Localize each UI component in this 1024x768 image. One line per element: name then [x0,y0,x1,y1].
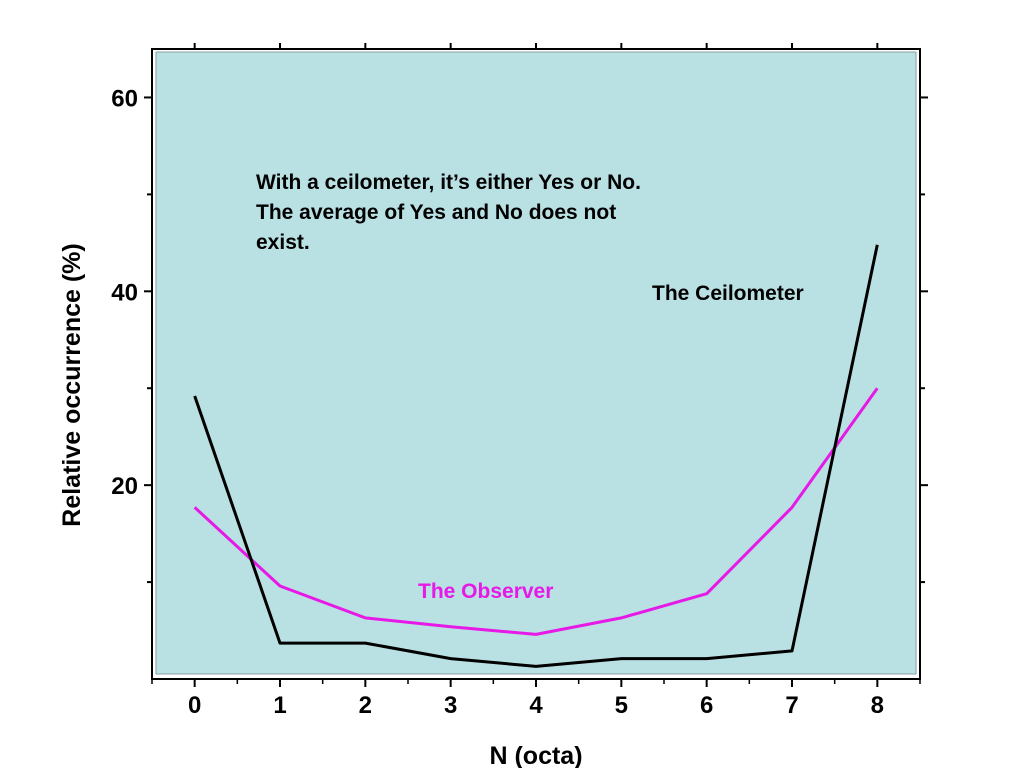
series-line-the-observer [193,387,879,636]
annotation-note-line-1: With a ceilometer, it’s either Yes or No… [256,171,641,194]
y-tick-label: 40 [111,279,138,306]
x-tick-label: 3 [444,692,457,719]
x-tick-label: 2 [359,692,372,719]
axis-ticks: 0 1 2 3 4 5 6 7 8 20 40 60 [111,43,928,719]
y-tick-label: 20 [111,473,138,500]
x-tick-label: 8 [871,692,884,719]
x-tick-label: 5 [615,692,628,719]
series-label-observer: The Observer [418,580,553,603]
annotation-note-line-2: The average of Yes and No does not [256,201,616,224]
series-line-the-ceilometer [193,244,879,668]
plot-background [155,51,917,675]
y-axis-title: Relative occurrence (%) [58,243,86,526]
x-tick-label: 0 [188,692,201,719]
series-label-ceilometer: The Ceilometer [652,282,804,305]
x-tick-label: 1 [273,692,286,719]
series-layer [193,244,879,668]
x-tick-label: 4 [529,692,543,719]
x-tick-label: 6 [700,692,713,719]
annotation-note-line-3: exist. [256,231,310,254]
x-axis-title: N (octa) [489,742,582,768]
y-tick-label: 60 [111,85,138,112]
x-tick-label: 7 [785,692,798,719]
